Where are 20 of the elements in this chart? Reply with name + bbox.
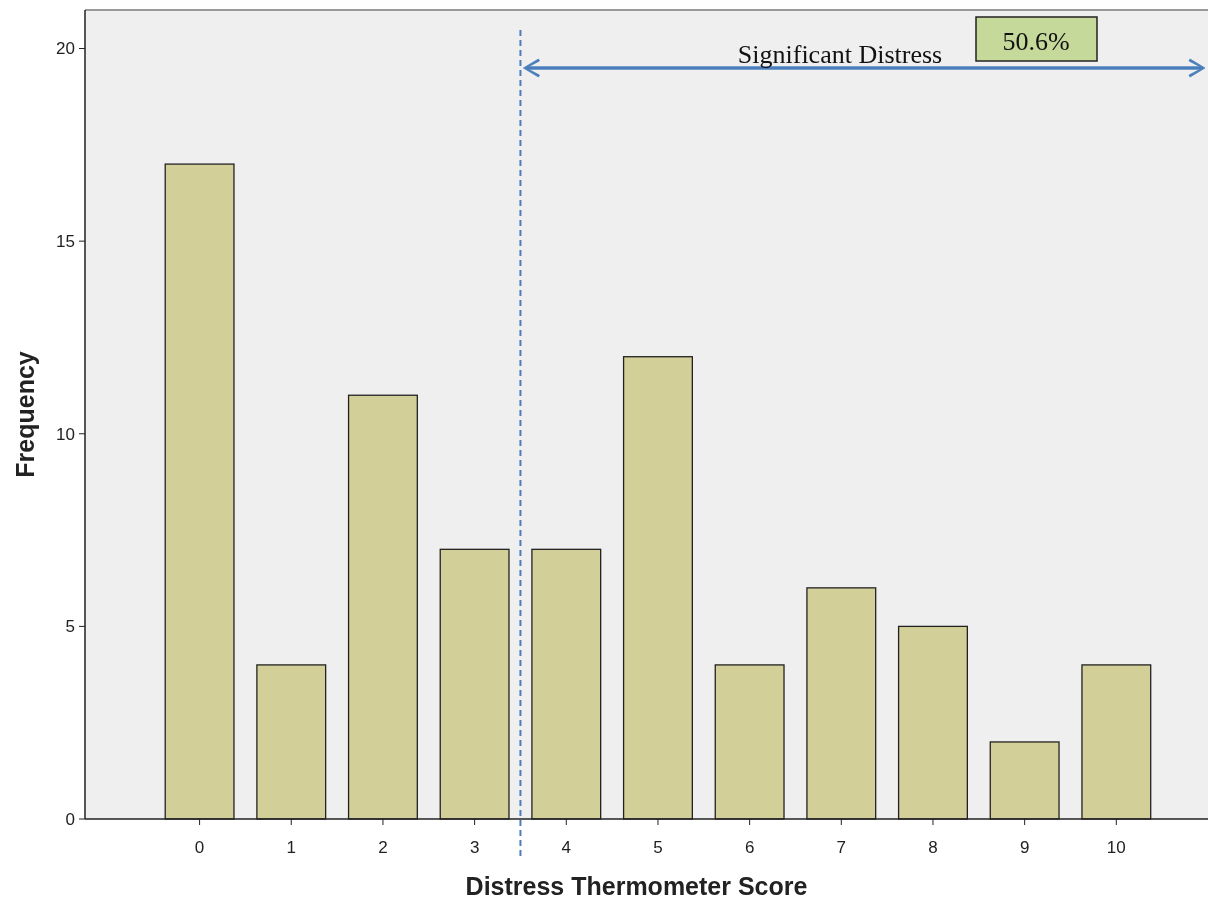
y-tick-label: 20 <box>56 39 75 59</box>
x-tick-label: 0 <box>194 838 205 857</box>
annotation: Significant Distress <box>737 40 943 69</box>
x-tick-label: 3 <box>469 838 480 857</box>
x-tick-label: 4 <box>561 838 572 857</box>
y-tick-label: 10 <box>56 424 75 444</box>
x-tick-label: 5 <box>653 838 663 857</box>
x-tick-label: 9 <box>1019 838 1030 857</box>
annotation: 50.6% <box>1002 27 1070 56</box>
y-axis-title: Frequency <box>11 351 39 478</box>
y-tick-label: 5 <box>65 617 75 637</box>
x-tick-label: 10 <box>1106 838 1126 857</box>
x-tick-label: 8 <box>928 838 938 857</box>
x-tick-label: 2 <box>378 838 388 857</box>
y-tick-label: 15 <box>56 232 75 252</box>
y-tick-label: 0 <box>65 809 75 829</box>
x-axis-title: Distress Thermometer Score <box>465 872 808 900</box>
x-tick-label: 7 <box>836 838 847 857</box>
x-tick-label: 6 <box>744 838 755 857</box>
x-tick-label: 1 <box>286 838 296 857</box>
